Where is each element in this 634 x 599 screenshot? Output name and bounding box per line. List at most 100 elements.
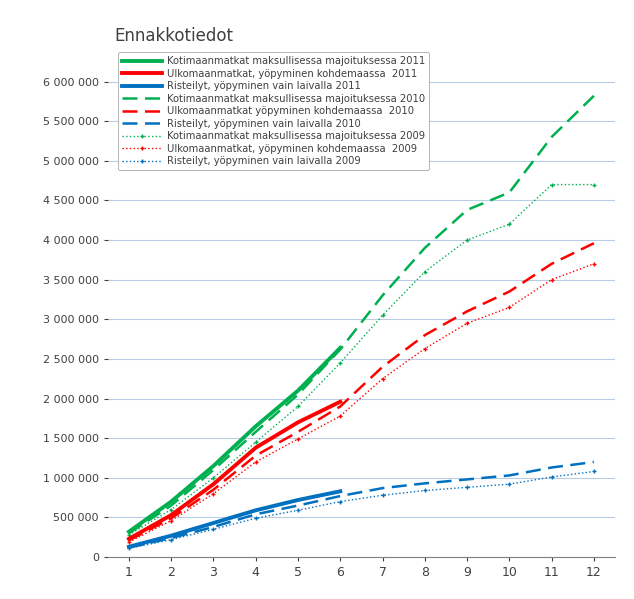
Ulkomaanmatkat, yöpyminen kohdemaassa  2009 xyxy=(505,304,513,311)
Risteilyt, yöpyminen vain laivalla 2009 xyxy=(548,473,555,480)
Kotimaanmatkat maksullisessa majoituksessa 2009 xyxy=(505,220,513,228)
Kotimaanmatkat maksullisessa majoituksessa 2009 xyxy=(590,181,598,188)
Kotimaanmatkat maksullisessa majoituksessa 2009 xyxy=(548,181,555,188)
Ulkomaanmatkat, yöpyminen kohdemaassa  2011 xyxy=(210,480,217,488)
Risteilyt, yöpyminen vain laivalla 2010 xyxy=(167,534,175,541)
Risteilyt, yöpyminen vain laivalla 2010 xyxy=(337,492,344,500)
Ulkomaanmatkat yöpyminen kohdemaassa  2010 xyxy=(125,537,133,544)
Risteilyt, yöpyminen vain laivalla 2010 xyxy=(378,485,386,492)
Kotimaanmatkat maksullisessa majoituksessa 2010 xyxy=(505,189,513,196)
Risteilyt, yöpyminen vain laivalla 2011 xyxy=(252,507,259,514)
Ulkomaanmatkat, yöpyminen kohdemaassa  2009 xyxy=(548,276,555,283)
Kotimaanmatkat maksullisessa majoituksessa 2010 xyxy=(294,391,302,398)
Ulkomaanmatkat, yöpyminen kohdemaassa  2009 xyxy=(590,260,598,267)
Kotimaanmatkat maksullisessa majoituksessa 2010 xyxy=(167,502,175,509)
Kotimaanmatkat maksullisessa majoituksessa 2010 xyxy=(590,92,598,99)
Risteilyt, yöpyminen vain laivalla 2009 xyxy=(505,480,513,488)
Risteilyt, yöpyminen vain laivalla 2011 xyxy=(125,543,133,550)
Line: Ulkomaanmatkat, yöpyminen kohdemaassa  2011: Ulkomaanmatkat, yöpyminen kohdemaassa 20… xyxy=(129,402,340,539)
Legend: Kotimaanmatkat maksullisessa majoituksessa 2011, Ulkomaanmatkat, yöpyminen kohde: Kotimaanmatkat maksullisessa majoitukses… xyxy=(118,52,429,170)
Risteilyt, yöpyminen vain laivalla 2010 xyxy=(210,524,217,531)
Line: Ulkomaanmatkat, yöpyminen kohdemaassa  2009: Ulkomaanmatkat, yöpyminen kohdemaassa 20… xyxy=(127,262,596,544)
Ulkomaanmatkat yöpyminen kohdemaassa  2010 xyxy=(421,332,429,339)
Ulkomaanmatkat yöpyminen kohdemaassa  2010 xyxy=(548,260,555,267)
Ulkomaanmatkat yöpyminen kohdemaassa  2010 xyxy=(505,288,513,295)
Kotimaanmatkat maksullisessa majoituksessa 2009 xyxy=(125,531,133,539)
Line: Kotimaanmatkat maksullisessa majoituksessa 2011: Kotimaanmatkat maksullisessa majoitukses… xyxy=(129,348,340,532)
Risteilyt, yöpyminen vain laivalla 2010 xyxy=(252,511,259,518)
Risteilyt, yöpyminen vain laivalla 2011 xyxy=(210,519,217,527)
Ulkomaanmatkat yöpyminen kohdemaassa  2010 xyxy=(252,452,259,459)
Kotimaanmatkat maksullisessa majoituksessa 2009 xyxy=(294,403,302,410)
Ulkomaanmatkat yöpyminen kohdemaassa  2010 xyxy=(210,486,217,494)
Ulkomaanmatkat yöpyminen kohdemaassa  2010 xyxy=(463,308,471,315)
Ulkomaanmatkat yöpyminen kohdemaassa  2010 xyxy=(167,515,175,522)
Risteilyt, yöpyminen vain laivalla 2010 xyxy=(590,458,598,465)
Line: Risteilyt, yöpyminen vain laivalla 2011: Risteilyt, yöpyminen vain laivalla 2011 xyxy=(129,491,340,547)
Risteilyt, yöpyminen vain laivalla 2010 xyxy=(463,476,471,483)
Risteilyt, yöpyminen vain laivalla 2009 xyxy=(125,544,133,552)
Kotimaanmatkat maksullisessa majoituksessa 2011 xyxy=(294,387,302,394)
Ulkomaanmatkat yöpyminen kohdemaassa  2010 xyxy=(590,240,598,247)
Line: Risteilyt, yöpyminen vain laivalla 2010: Risteilyt, yöpyminen vain laivalla 2010 xyxy=(129,462,594,547)
Kotimaanmatkat maksullisessa majoituksessa 2010 xyxy=(125,530,133,537)
Kotimaanmatkat maksullisessa majoituksessa 2009 xyxy=(421,268,429,276)
Kotimaanmatkat maksullisessa majoituksessa 2011 xyxy=(125,528,133,536)
Risteilyt, yöpyminen vain laivalla 2010 xyxy=(505,472,513,479)
Line: Risteilyt, yöpyminen vain laivalla 2009: Risteilyt, yöpyminen vain laivalla 2009 xyxy=(127,470,596,550)
Risteilyt, yöpyminen vain laivalla 2010 xyxy=(421,480,429,487)
Kotimaanmatkat maksullisessa majoituksessa 2010 xyxy=(210,466,217,473)
Kotimaanmatkat maksullisessa majoituksessa 2010 xyxy=(548,134,555,141)
Risteilyt, yöpyminen vain laivalla 2009 xyxy=(421,487,429,494)
Line: Kotimaanmatkat maksullisessa majoituksessa 2009: Kotimaanmatkat maksullisessa majoitukses… xyxy=(127,183,596,537)
Kotimaanmatkat maksullisessa majoituksessa 2009 xyxy=(337,359,344,367)
Ulkomaanmatkat, yöpyminen kohdemaassa  2011 xyxy=(125,536,133,543)
Kotimaanmatkat maksullisessa majoituksessa 2009 xyxy=(210,474,217,482)
Ulkomaanmatkat, yöpyminen kohdemaassa  2009 xyxy=(337,412,344,419)
Text: Ennakkotiedot: Ennakkotiedot xyxy=(114,27,233,45)
Ulkomaanmatkat, yöpyminen kohdemaassa  2009 xyxy=(294,435,302,443)
Risteilyt, yöpyminen vain laivalla 2010 xyxy=(548,464,555,471)
Risteilyt, yöpyminen vain laivalla 2009 xyxy=(378,492,386,499)
Kotimaanmatkat maksullisessa majoituksessa 2009 xyxy=(463,237,471,244)
Risteilyt, yöpyminen vain laivalla 2009 xyxy=(210,526,217,533)
Ulkomaanmatkat, yöpyminen kohdemaassa  2009 xyxy=(167,517,175,524)
Kotimaanmatkat maksullisessa majoituksessa 2010 xyxy=(421,244,429,252)
Line: Ulkomaanmatkat yöpyminen kohdemaassa  2010: Ulkomaanmatkat yöpyminen kohdemaassa 201… xyxy=(129,243,594,540)
Kotimaanmatkat maksullisessa majoituksessa 2010 xyxy=(463,206,471,213)
Ulkomaanmatkat, yöpyminen kohdemaassa  2009 xyxy=(252,458,259,465)
Risteilyt, yöpyminen vain laivalla 2009 xyxy=(463,484,471,491)
Kotimaanmatkat maksullisessa majoituksessa 2010 xyxy=(337,346,344,353)
Kotimaanmatkat maksullisessa majoituksessa 2011 xyxy=(252,423,259,430)
Kotimaanmatkat maksullisessa majoituksessa 2009 xyxy=(252,438,259,446)
Risteilyt, yöpyminen vain laivalla 2009 xyxy=(167,536,175,543)
Kotimaanmatkat maksullisessa majoituksessa 2010 xyxy=(252,428,259,435)
Kotimaanmatkat maksullisessa majoituksessa 2010 xyxy=(378,292,386,299)
Ulkomaanmatkat, yöpyminen kohdemaassa  2011 xyxy=(337,398,344,406)
Risteilyt, yöpyminen vain laivalla 2009 xyxy=(337,498,344,505)
Ulkomaanmatkat, yöpyminen kohdemaassa  2009 xyxy=(210,490,217,497)
Ulkomaanmatkat, yöpyminen kohdemaassa  2009 xyxy=(125,539,133,546)
Risteilyt, yöpyminen vain laivalla 2010 xyxy=(294,502,302,509)
Ulkomaanmatkat yöpyminen kohdemaassa  2010 xyxy=(337,403,344,410)
Ulkomaanmatkat yöpyminen kohdemaassa  2010 xyxy=(378,363,386,370)
Risteilyt, yöpyminen vain laivalla 2010 xyxy=(125,544,133,551)
Risteilyt, yöpyminen vain laivalla 2009 xyxy=(252,515,259,522)
Ulkomaanmatkat, yöpyminen kohdemaassa  2009 xyxy=(378,375,386,382)
Ulkomaanmatkat, yöpyminen kohdemaassa  2011 xyxy=(167,512,175,519)
Kotimaanmatkat maksullisessa majoituksessa 2011 xyxy=(337,344,344,352)
Ulkomaanmatkat yöpyminen kohdemaassa  2010 xyxy=(294,428,302,435)
Line: Kotimaanmatkat maksullisessa majoituksessa 2010: Kotimaanmatkat maksullisessa majoitukses… xyxy=(129,96,594,533)
Risteilyt, yöpyminen vain laivalla 2009 xyxy=(590,468,598,475)
Kotimaanmatkat maksullisessa majoituksessa 2009 xyxy=(378,311,386,319)
Risteilyt, yöpyminen vain laivalla 2011 xyxy=(167,532,175,539)
Risteilyt, yöpyminen vain laivalla 2011 xyxy=(294,497,302,504)
Kotimaanmatkat maksullisessa majoituksessa 2011 xyxy=(210,462,217,470)
Ulkomaanmatkat, yöpyminen kohdemaassa  2009 xyxy=(463,320,471,327)
Risteilyt, yöpyminen vain laivalla 2011 xyxy=(337,488,344,495)
Ulkomaanmatkat, yöpyminen kohdemaassa  2011 xyxy=(252,444,259,451)
Risteilyt, yöpyminen vain laivalla 2009 xyxy=(294,507,302,514)
Kotimaanmatkat maksullisessa majoituksessa 2009 xyxy=(167,506,175,513)
Ulkomaanmatkat, yöpyminen kohdemaassa  2009 xyxy=(421,345,429,352)
Ulkomaanmatkat, yöpyminen kohdemaassa  2011 xyxy=(294,419,302,426)
